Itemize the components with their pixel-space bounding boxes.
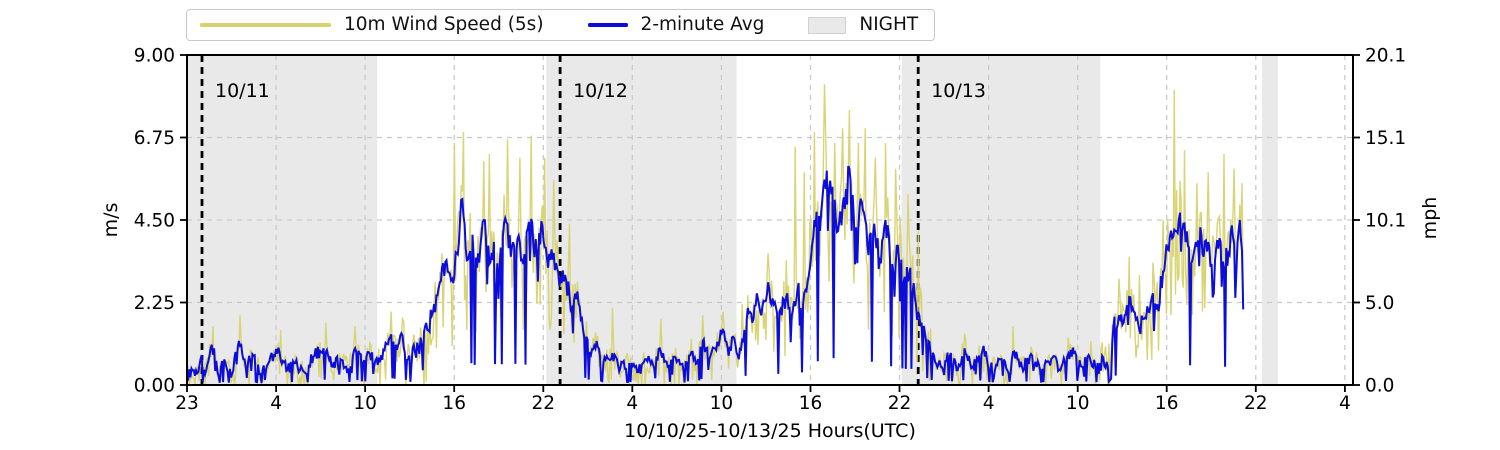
date-annotation: 10/11: [215, 80, 270, 102]
y-tick-label-right: 0.0: [1365, 376, 1394, 397]
x-tick-label: 4: [1339, 393, 1351, 414]
legend-label-night: NIGHT: [859, 13, 919, 35]
x-tick-label: 4: [983, 393, 995, 414]
legend-label-2min-avg: 2-minute Avg: [640, 13, 765, 35]
x-tick-label: 16: [442, 393, 466, 414]
y-tick-label-left: 6.75: [134, 128, 175, 149]
legend-item-2min-avg: 2-minute Avg: [587, 13, 765, 35]
x-axis-label: 10/10/25-10/13/25 Hours(UTC): [624, 420, 916, 442]
x-tick-label: 23: [175, 393, 199, 414]
x-tick-label: 16: [1155, 393, 1179, 414]
avg-2min-series-line: [186, 165, 1245, 385]
date-annotation: 10/13: [931, 80, 986, 102]
x-tick-label: 10: [353, 393, 377, 414]
y-tick-label-right: 20.1: [1365, 46, 1406, 67]
y-tick-label-left: 4.50: [134, 211, 175, 232]
x-tick-label: 10: [710, 393, 734, 414]
legend-item-10m-wind-speed: 10m Wind Speed (5s): [200, 13, 544, 35]
night-patch-swatch: [808, 16, 847, 34]
avg-line-swatch: [587, 23, 628, 27]
legend-item-night: NIGHT: [808, 13, 919, 35]
x-tick-label: 10: [1066, 393, 1090, 414]
y-tick-label-right: 10.1: [1365, 211, 1406, 232]
x-tick-label: 22: [532, 393, 556, 414]
x-tick-label: 4: [270, 393, 282, 414]
y-axis-label-right: mph: [1419, 197, 1441, 240]
x-tick-label: 22: [1244, 393, 1268, 414]
y-tick-label-left: 0.00: [134, 376, 175, 397]
y-tick-label-left: 9.00: [134, 46, 175, 67]
date-annotation: 10/12: [573, 80, 628, 102]
y-tick-label-right: 15.1: [1365, 128, 1406, 149]
y-tick-label-left: 2.25: [134, 293, 175, 314]
wind-5s-line-swatch: [200, 23, 331, 27]
x-tick-label: 22: [888, 393, 912, 414]
chart-legend: 10m Wind Speed (5s) 2-minute Avg NIGHT: [186, 9, 936, 41]
y-tick-label-right: 5.0: [1365, 293, 1394, 314]
x-tick-label: 4: [626, 393, 638, 414]
legend-label-10m-wind-speed: 10m Wind Speed (5s): [344, 13, 544, 35]
x-tick-label: 16: [799, 393, 823, 414]
y-axis-label-left: m/s: [100, 203, 122, 238]
